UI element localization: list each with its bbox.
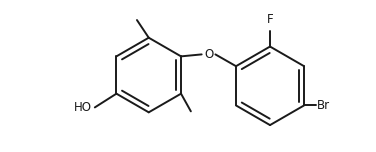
Text: F: F (267, 13, 273, 26)
Text: Br: Br (317, 99, 330, 112)
Text: HO: HO (74, 101, 92, 114)
Text: O: O (204, 48, 213, 61)
